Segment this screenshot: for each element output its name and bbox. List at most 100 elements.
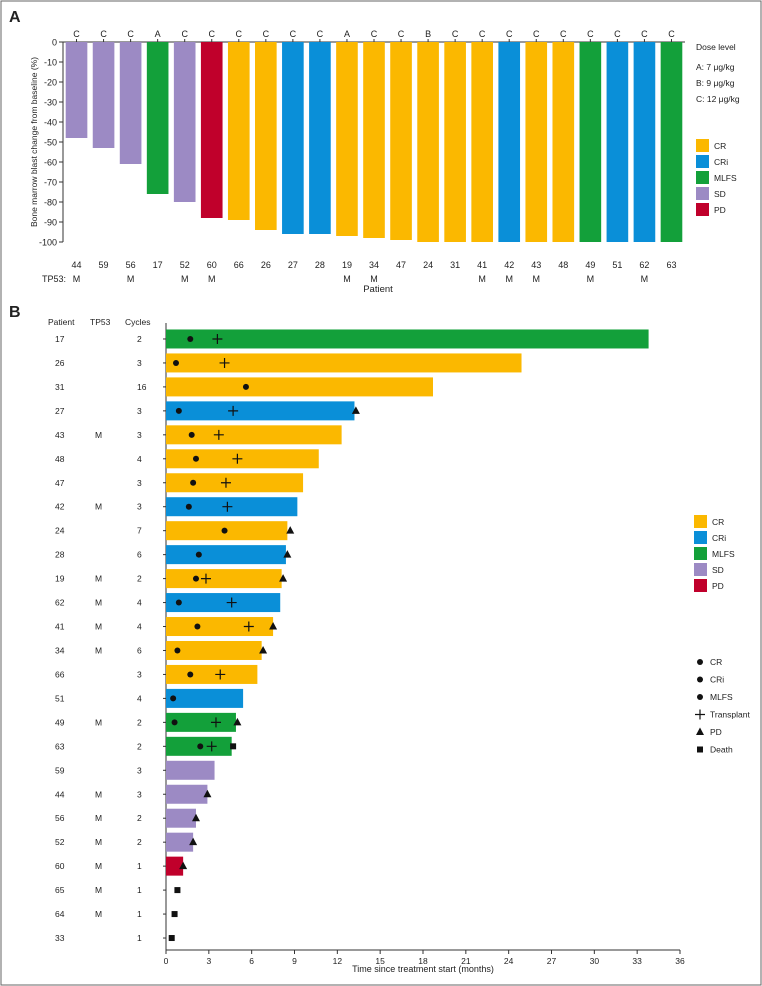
legend-swatch-cri	[696, 155, 709, 168]
pd-marker	[286, 526, 295, 534]
dose-label: C	[263, 29, 270, 39]
row-cycles: 3	[137, 765, 142, 775]
column-header: Patient	[48, 317, 75, 327]
patient-label: 47	[396, 260, 406, 270]
x-tick-label: 6	[249, 956, 254, 966]
response-marker	[195, 551, 202, 558]
dose-label: C	[560, 29, 567, 39]
x-axis-label: Time since treatment start (months)	[352, 964, 494, 974]
bar-patient-28	[309, 42, 331, 234]
dose-label: C	[506, 29, 513, 39]
row-cycles: 4	[137, 622, 142, 632]
row-patient: 34	[55, 645, 65, 655]
legend-label-cri: CRi	[712, 533, 726, 543]
tp53-label: M	[478, 274, 486, 284]
row-patient: 52	[55, 837, 65, 847]
patient-label: 43	[531, 260, 541, 270]
x-tick-label: 21	[461, 956, 471, 966]
bar-patient-26	[255, 42, 277, 230]
row-patient: 33	[55, 933, 65, 943]
row-cycles: 3	[137, 669, 142, 679]
response-marker	[221, 527, 228, 534]
x-tick-label: 27	[547, 956, 557, 966]
y-tick-label: -20	[44, 78, 57, 88]
transplant-marker	[215, 669, 226, 680]
dose-label: C	[236, 29, 243, 39]
duration-bar-patient-44	[166, 784, 208, 804]
legend-dot-icon	[697, 694, 703, 700]
column-header: TP53	[90, 317, 111, 327]
duration-bar-patient-26	[166, 353, 522, 373]
legend-swatch-mlfs	[696, 171, 709, 184]
column-header: Cycles	[125, 317, 151, 327]
bar-patient-66	[227, 42, 250, 220]
patient-label: 34	[369, 260, 379, 270]
pd-marker	[191, 813, 200, 822]
x-tick-label: 33	[632, 956, 642, 966]
x-tick-label: 9	[292, 956, 297, 966]
patient-label: 24	[423, 260, 433, 270]
duration-bar-patient-43	[166, 425, 342, 445]
pd-marker	[269, 622, 278, 630]
row-cycles: 6	[137, 550, 142, 560]
row-patient: 28	[55, 550, 65, 560]
symbol-legend-label: CRi	[710, 675, 724, 685]
legend-square-icon	[697, 746, 703, 753]
duration-bar-patient-17	[166, 329, 649, 349]
dose-legend-item: A: 7 μg/kg	[696, 62, 735, 72]
row-cycles: 3	[137, 430, 142, 440]
dose-label: C	[614, 29, 621, 39]
transplant-marker	[226, 597, 237, 608]
tp53-label: M	[587, 274, 595, 284]
response-marker	[171, 719, 178, 726]
panel-a-chart: 0 -10 -20 -30 -40 -50 -60 -70 -80 -90 -100 Bone mar…	[29, 29, 740, 295]
tp53-label: M	[73, 274, 81, 284]
pd-marker	[179, 861, 188, 870]
response-marker	[187, 671, 194, 678]
death-marker	[168, 935, 175, 942]
row-cycles: 4	[137, 693, 142, 703]
legend-swatch-cri	[694, 531, 707, 544]
tp53-label: M	[343, 274, 351, 284]
transplant-marker	[243, 621, 254, 632]
legend-swatch-pd	[694, 579, 707, 592]
tp53-row-label: TP53:	[42, 274, 66, 284]
dose-label: C	[290, 29, 297, 39]
row-patient: 49	[55, 717, 65, 727]
bar-patient-51	[606, 42, 629, 242]
pd-marker	[259, 645, 268, 654]
duration-bar-patient-62	[166, 593, 281, 613]
response-marker	[170, 695, 177, 702]
row-patient: 24	[55, 526, 65, 536]
row-patient: 64	[55, 909, 65, 919]
row-cycles: 2	[137, 837, 142, 847]
transplant-marker	[220, 477, 231, 488]
dose-label: C	[371, 29, 378, 39]
row-patient: 42	[55, 502, 65, 512]
dose-label: C	[317, 29, 324, 39]
dose-label: C	[100, 29, 107, 39]
dose-label: C	[127, 29, 134, 39]
row-cycles: 7	[137, 526, 142, 536]
row-cycles: 4	[137, 598, 142, 608]
duration-bar-patient-66	[166, 664, 258, 684]
row-tp53: M	[95, 885, 102, 895]
pd-marker	[189, 837, 198, 846]
patient-label: 48	[558, 260, 568, 270]
y-tick-label: -90	[44, 218, 57, 228]
patient-label: 28	[315, 260, 325, 270]
row-tp53: M	[95, 861, 102, 871]
x-tick-label: 30	[590, 956, 600, 966]
x-tick-label: 18	[418, 956, 428, 966]
bar-patient-42	[498, 42, 521, 242]
legend-label-mlfs: MLFS	[714, 173, 737, 183]
row-cycles: 1	[137, 933, 142, 943]
patient-label: 66	[234, 260, 244, 270]
bar-patient-52	[173, 42, 196, 202]
row-cycles: 1	[137, 861, 142, 871]
row-patient: 62	[55, 598, 65, 608]
pd-marker	[351, 406, 360, 414]
symbol-legend-label: CR	[710, 657, 722, 667]
